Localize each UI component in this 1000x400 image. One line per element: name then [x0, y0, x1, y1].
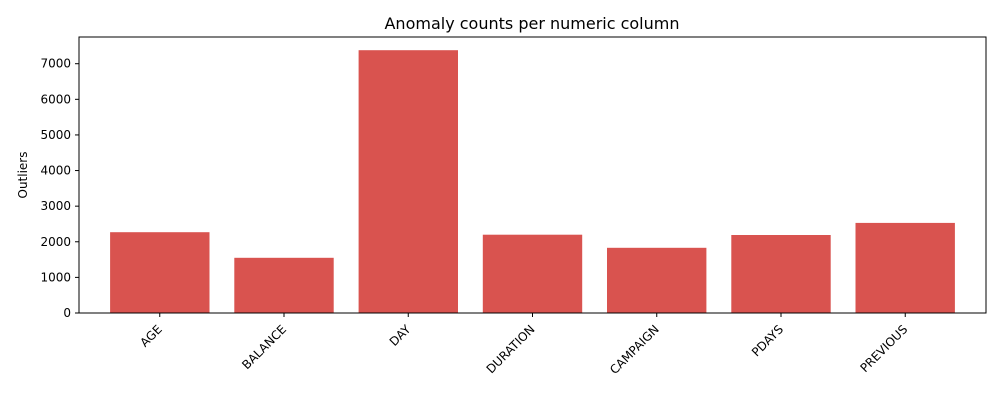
plot-area: 0 1000 2000 3000 4000 5000 6000 7000 AGE BALANCE D…	[40, 36, 987, 377]
y-tick-label: 2000	[40, 235, 71, 249]
bar-previous	[855, 222, 955, 313]
y-tick-label: 5000	[40, 128, 71, 142]
y-tick-label: 6000	[40, 92, 71, 106]
bar-age	[110, 232, 210, 313]
bar-duration	[482, 234, 583, 313]
y-axis-title: Outliers	[16, 152, 30, 199]
chart-title: Anomaly counts per numeric column	[384, 14, 679, 33]
x-tick-label: PDAYS	[749, 322, 786, 359]
bar-campaign	[607, 247, 707, 313]
y-tick-label: 3000	[40, 199, 71, 213]
x-tick-label: PREVIOUS	[858, 322, 911, 375]
x-tick-label: DURATION	[484, 322, 538, 376]
x-tick-label: CAMPAIGN	[607, 322, 662, 377]
bar-day	[358, 50, 458, 313]
y-tick-label: 7000	[40, 57, 71, 71]
y-tick-label: 1000	[40, 270, 71, 284]
x-tick-label: DAY	[387, 322, 414, 349]
x-tick-label: AGE	[137, 322, 164, 349]
bar-pdays	[731, 235, 831, 313]
x-tick-label: BALANCE	[239, 322, 289, 372]
bar-balance	[234, 257, 334, 313]
y-tick-label: 4000	[40, 164, 71, 178]
y-tick-label: 0	[63, 306, 71, 320]
